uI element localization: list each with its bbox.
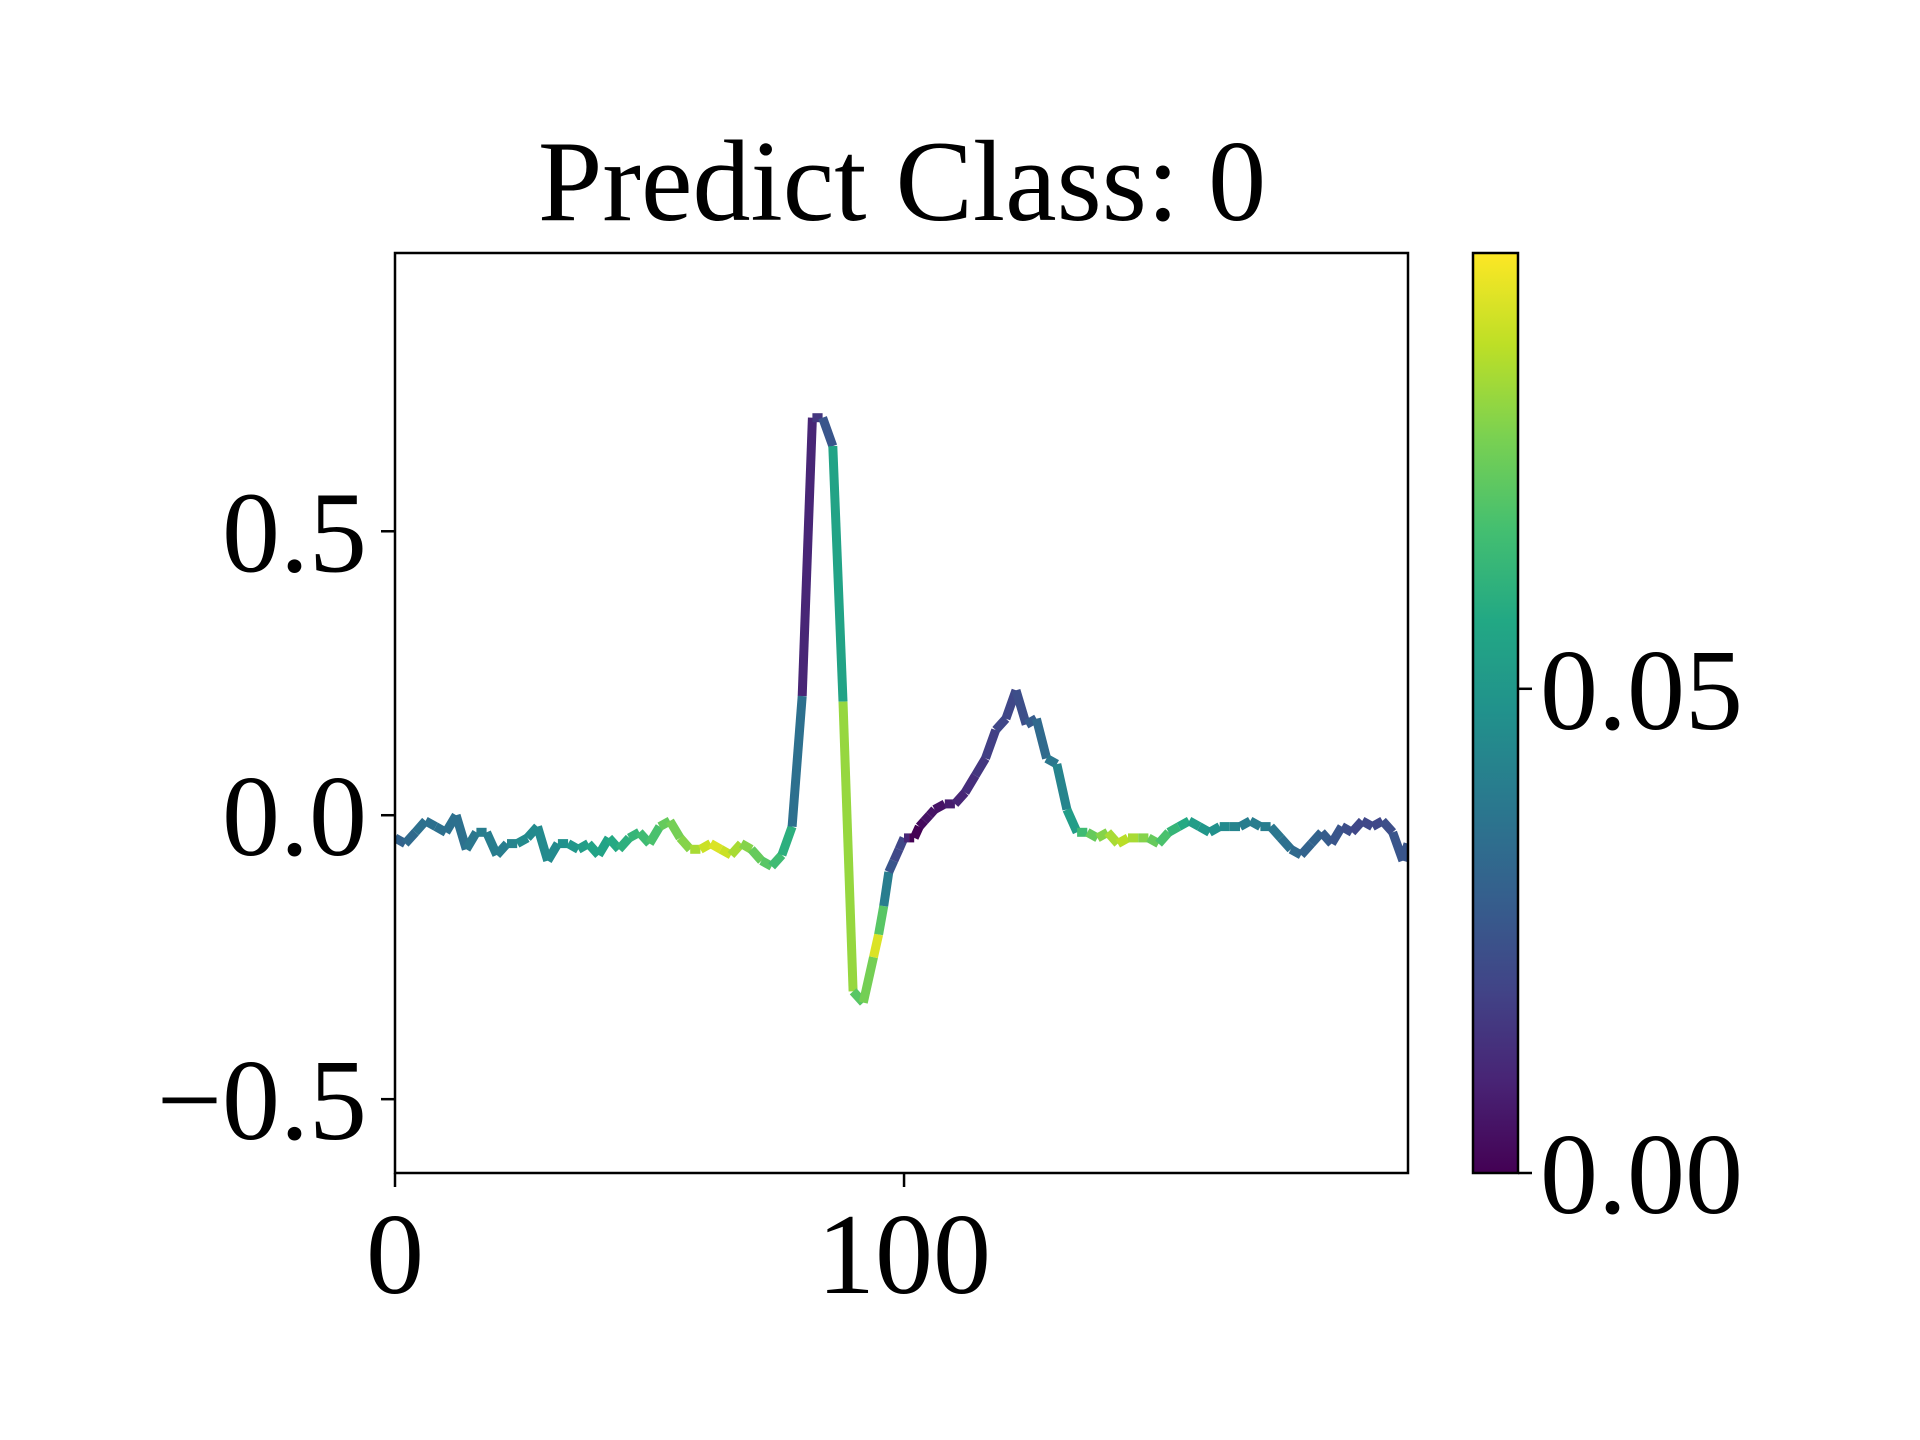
- colorbar-frame: [1471, 251, 1520, 1175]
- series-0-segment-7: [462, 830, 481, 852]
- series-0-segment-83: [1176, 816, 1192, 831]
- series-0-segment-32: [718, 845, 734, 859]
- series-0-segment-80: [1146, 833, 1161, 848]
- series-0-segment-22: [615, 834, 633, 853]
- series-0-segment-86: [1207, 822, 1222, 837]
- series-0-segment-62: [961, 773, 980, 795]
- plot-frame: [393, 251, 1410, 1175]
- colorbar-tick-label: 0.00: [1540, 1111, 1743, 1239]
- series-0-segment-48: [874, 905, 889, 936]
- series-0-segment-92: [1267, 823, 1285, 841]
- series-0-segment-56: [915, 817, 928, 830]
- series-0-segment-36: [759, 856, 774, 871]
- y-tick-label: 0.5: [222, 469, 367, 597]
- chart-title: Predict Class: 0: [538, 118, 1266, 246]
- series-0-segment-30: [698, 839, 713, 854]
- series-0-segment-28: [676, 834, 694, 853]
- series-0-segment-26: [657, 816, 673, 831]
- series-0-segment-12: [515, 833, 530, 848]
- series-0-segment-52: [894, 836, 909, 852]
- series-0-segment-69: [1032, 717, 1051, 760]
- series-0-segment-18: [576, 839, 591, 854]
- series-0-segment-31: [708, 839, 723, 854]
- series-0-segment-23: [627, 828, 642, 842]
- series-0-segment-63: [971, 756, 990, 778]
- series-0-segment-93: [1277, 834, 1295, 853]
- series-0-segment-98: [1327, 824, 1346, 846]
- series-0-segment-103: [1379, 817, 1397, 836]
- series-0-segment-101: [1360, 816, 1375, 831]
- y-tick-label: −0.5: [157, 1037, 367, 1165]
- series-0-segment-70: [1044, 754, 1059, 769]
- series-0-segment-2: [412, 817, 429, 836]
- series-0-segment-4: [433, 822, 449, 837]
- series-0-segment-58: [926, 806, 938, 819]
- plot-background: [395, 253, 1408, 1173]
- series-0-segment-61: [951, 789, 969, 807]
- series-0-segment-89: [1237, 816, 1253, 831]
- series-0-segment-90: [1248, 816, 1263, 831]
- series-0-segment-17: [565, 839, 581, 854]
- series-0-segment-15: [543, 841, 562, 864]
- series-0-segment-67: [1011, 689, 1031, 726]
- plot-area: [393, 251, 1410, 1175]
- colorbar-tick-label: 0.05: [1540, 627, 1743, 755]
- series-0-segment-0: [395, 833, 408, 848]
- series-0-segment-75: [1095, 828, 1110, 842]
- y-axis: −0.5 0.0 0.5: [157, 469, 395, 1165]
- series-0-segment-40: [797, 417, 817, 697]
- series-0-segment-33: [727, 840, 745, 859]
- series-0-segment-38: [777, 825, 797, 857]
- series-0-segment-27: [666, 818, 684, 841]
- series-0-segment-34: [738, 839, 754, 854]
- series-0-segment-72: [1062, 807, 1082, 835]
- series-0-segment-3: [423, 816, 438, 831]
- y-tick-label: 0.0: [222, 753, 367, 881]
- series-0-segment-65: [992, 715, 1010, 734]
- series-0-segment-57: [921, 812, 933, 824]
- series-0-segment-46: [858, 956, 878, 1004]
- series-0-segment-71: [1052, 763, 1072, 811]
- colorbar-gradient: [1473, 253, 1518, 1173]
- series-0-segment-74: [1085, 828, 1100, 842]
- series-0-segment-35: [747, 846, 765, 864]
- series-0-segment-64: [981, 728, 1000, 760]
- series-0-segment-102: [1370, 816, 1385, 831]
- series-0-segment-43: [828, 445, 848, 702]
- series-0-segment-55: [910, 824, 924, 840]
- series-0-segment-100: [1348, 817, 1366, 836]
- series-0-segment-49: [879, 871, 894, 907]
- series-0-segment-25: [645, 824, 664, 846]
- series-0-segment-37: [768, 851, 786, 870]
- x-tick-label: 0: [366, 1191, 424, 1319]
- series-0-segment-81: [1155, 829, 1173, 847]
- series-0-segment-1: [401, 829, 419, 847]
- series-0-segment-95: [1297, 840, 1315, 859]
- series-0-segment-99: [1339, 822, 1355, 837]
- series-0-segment-82: [1166, 822, 1182, 837]
- series-0-segment-10: [493, 840, 511, 859]
- series-0-segment-76: [1104, 829, 1122, 847]
- series-0-segment-84: [1186, 816, 1202, 831]
- series-0-segment-85: [1197, 822, 1212, 837]
- series-0-segment-39: [787, 695, 807, 827]
- series-0-segment-42: [818, 416, 838, 448]
- colorbar: 0.00 0.05: [1471, 251, 1743, 1239]
- series-0-segment-51: [889, 847, 904, 863]
- colorbar-ticks: 0.00 0.05: [1518, 627, 1743, 1239]
- x-tick-label: 100: [817, 1191, 991, 1319]
- series-layer: [395, 413, 1408, 1006]
- series-0-segment-47: [869, 933, 883, 959]
- series-0-segment-94: [1288, 845, 1304, 859]
- series-0-segment-44: [838, 701, 858, 992]
- x-axis: 0 100: [366, 1173, 991, 1319]
- series-0-segment-59: [932, 799, 947, 814]
- series-0-segment-77: [1115, 833, 1131, 848]
- series-0-segment-50: [884, 858, 899, 874]
